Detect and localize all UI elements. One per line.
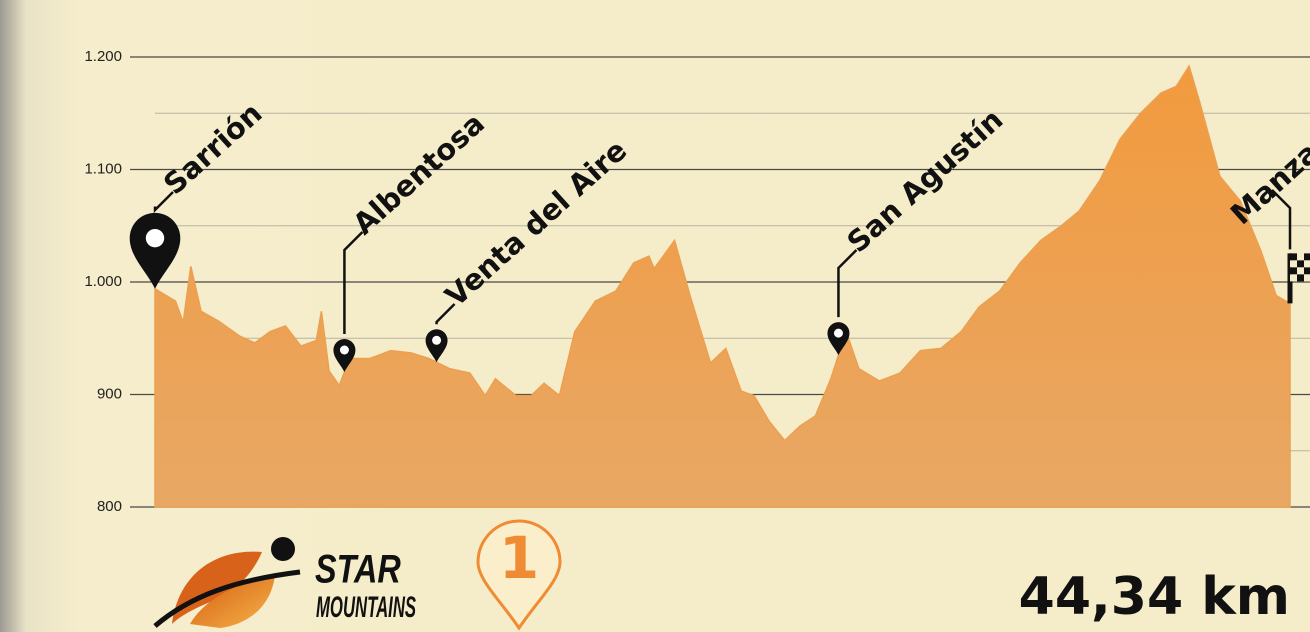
logo-text: STAR (315, 546, 401, 591)
leader-line (1271, 189, 1292, 250)
flag-cell (1304, 267, 1310, 275)
flag-cell (1290, 274, 1297, 282)
pin-hole (432, 335, 442, 345)
badge-number: 1 (499, 524, 539, 592)
leader-line (343, 231, 364, 334)
pin-hole (339, 345, 349, 355)
flag-cell (1297, 253, 1304, 261)
y-tick-label: 900 (97, 385, 122, 402)
location-pin (827, 322, 850, 356)
y-tick-label: 1.200 (84, 48, 122, 65)
y-tick-label: 800 (97, 498, 122, 515)
logo: STAR MOUNTAINS 1 (153, 519, 562, 631)
flag-cell (1297, 274, 1304, 282)
logo-mountain (172, 551, 262, 624)
flag-cell (1290, 260, 1297, 268)
logo-sun (190, 574, 275, 628)
logo-road (153, 569, 301, 628)
finish-flag (1287, 253, 1310, 304)
distance: 44,34 km (1019, 567, 1290, 627)
leader-line (153, 191, 174, 214)
pin-hole (145, 228, 165, 248)
logo-dot (271, 537, 295, 561)
badge-pin (476, 519, 562, 631)
flag-cell (1297, 260, 1304, 268)
flag-cell (1290, 253, 1297, 261)
location-pin (425, 329, 448, 363)
elevation-area (154, 64, 1291, 508)
flag-cell (1304, 253, 1310, 261)
location-pin (333, 339, 356, 372)
location-pin (129, 212, 181, 289)
flag-cell (1304, 260, 1310, 268)
y-tick-label: 1.100 (84, 160, 122, 177)
logo-text: MOUNTAINS (316, 591, 416, 624)
y-tick-label: 1.000 (84, 273, 122, 290)
flag-cell (1290, 267, 1297, 275)
leader-line (837, 249, 858, 318)
leader-line (435, 303, 456, 325)
pin-hole (833, 328, 843, 338)
flag-cell (1297, 267, 1304, 275)
flag-cell (1304, 274, 1310, 282)
